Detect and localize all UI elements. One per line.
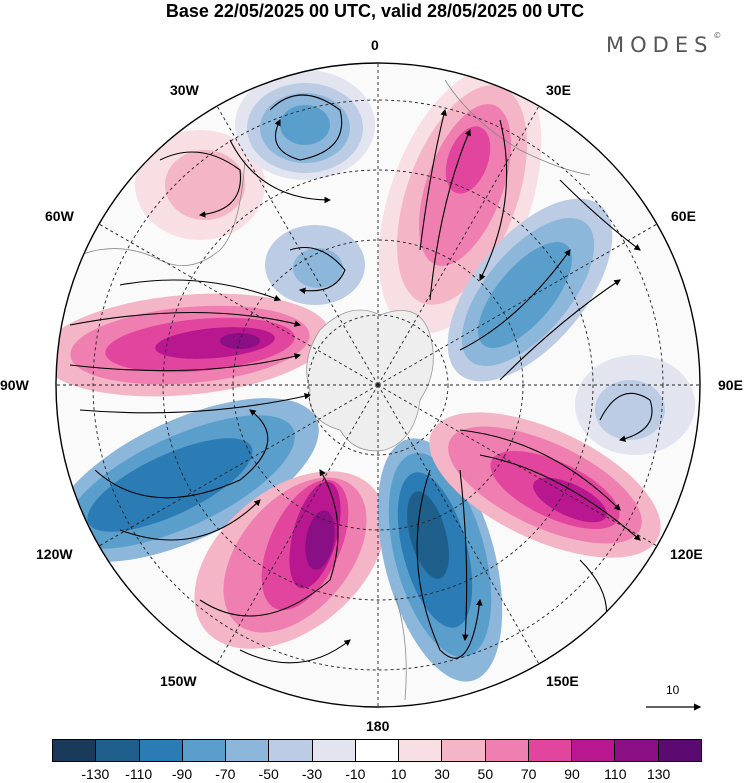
positive-anomaly-45w (135, 130, 265, 240)
colorbar-segment (312, 740, 356, 761)
lon-label-60w: 60W (45, 208, 74, 224)
colorbar-segment (528, 740, 573, 761)
map-title: Base 22/05/2025 00 UTC, valid 28/05/2025… (165, 1, 585, 21)
wind-streamlines (69, 94, 653, 664)
lon-label-180: 180 (366, 718, 390, 734)
colorbar-segment (572, 740, 616, 761)
negative-anomaly-40w (265, 225, 365, 305)
colorbar-tick-label: 110 (604, 766, 627, 782)
colorbar-segment (139, 740, 183, 761)
colorbar-tick-label: -90 (171, 766, 193, 782)
negative-anomaly-20w (235, 70, 375, 180)
lon-label-30w: 30W (170, 82, 199, 98)
colorbar-segment (226, 740, 270, 761)
colorbar-tick-label: -70 (215, 766, 236, 782)
positive-anomaly-120e (429, 412, 661, 558)
colorbar-tick-label: -50 (258, 766, 279, 782)
colorbar-tick-labels: -130 -110 -90 -70 -50 -30 -10 10 30 50 70 90 110 130 (52, 766, 702, 782)
colorbar-tick-label: 50 (477, 766, 494, 782)
colorbar-segment (442, 740, 486, 761)
reference-vector-label: 10 (666, 683, 680, 697)
anomaly-field (56, 63, 700, 707)
colorbar-tick-label: -30 (301, 766, 323, 782)
lon-label-150w: 150W (160, 673, 197, 689)
colorbar-segment (182, 740, 227, 761)
lon-label-90e: 90E (718, 377, 743, 393)
colorbar-tick-label: 90 (564, 766, 580, 782)
colorbar-tick-label: 70 (520, 766, 537, 782)
colorbar-segment (615, 740, 659, 761)
colorbar (52, 739, 702, 762)
brand-mark: © (713, 31, 722, 40)
brand-name: MODES (606, 33, 714, 57)
lon-label-90w: 90W (0, 377, 29, 393)
colorbar-tick-label: 30 (434, 766, 450, 782)
colorbar-segment (96, 740, 140, 761)
colorbar-tick-label: -10 (345, 766, 366, 782)
lon-label-150e: 150E (546, 673, 579, 689)
lon-label-120w: 120W (36, 546, 73, 562)
colorbar-segment (53, 740, 97, 761)
colorbar-segment (399, 740, 443, 761)
negative-anomaly-90e (575, 355, 695, 455)
colorbar-tick-label: -130 (81, 766, 110, 782)
colorbar-tick-label: 130 (646, 766, 671, 782)
lon-label-120e: 120E (670, 546, 703, 562)
colorbar-segment (269, 740, 313, 761)
map-border (55, 62, 701, 708)
lon-label-0: 0 (371, 37, 379, 53)
colorbar-tick-label: -110 (125, 766, 153, 782)
colorbar-segment (485, 740, 529, 761)
colorbar-segment (355, 740, 400, 761)
colorbar-segment (658, 740, 701, 761)
lon-label-60e: 60E (671, 208, 696, 224)
brand-logo: MODES© (606, 31, 722, 57)
colorbar-tick-label: 10 (390, 766, 407, 782)
lon-label-30e: 30E (546, 82, 571, 98)
